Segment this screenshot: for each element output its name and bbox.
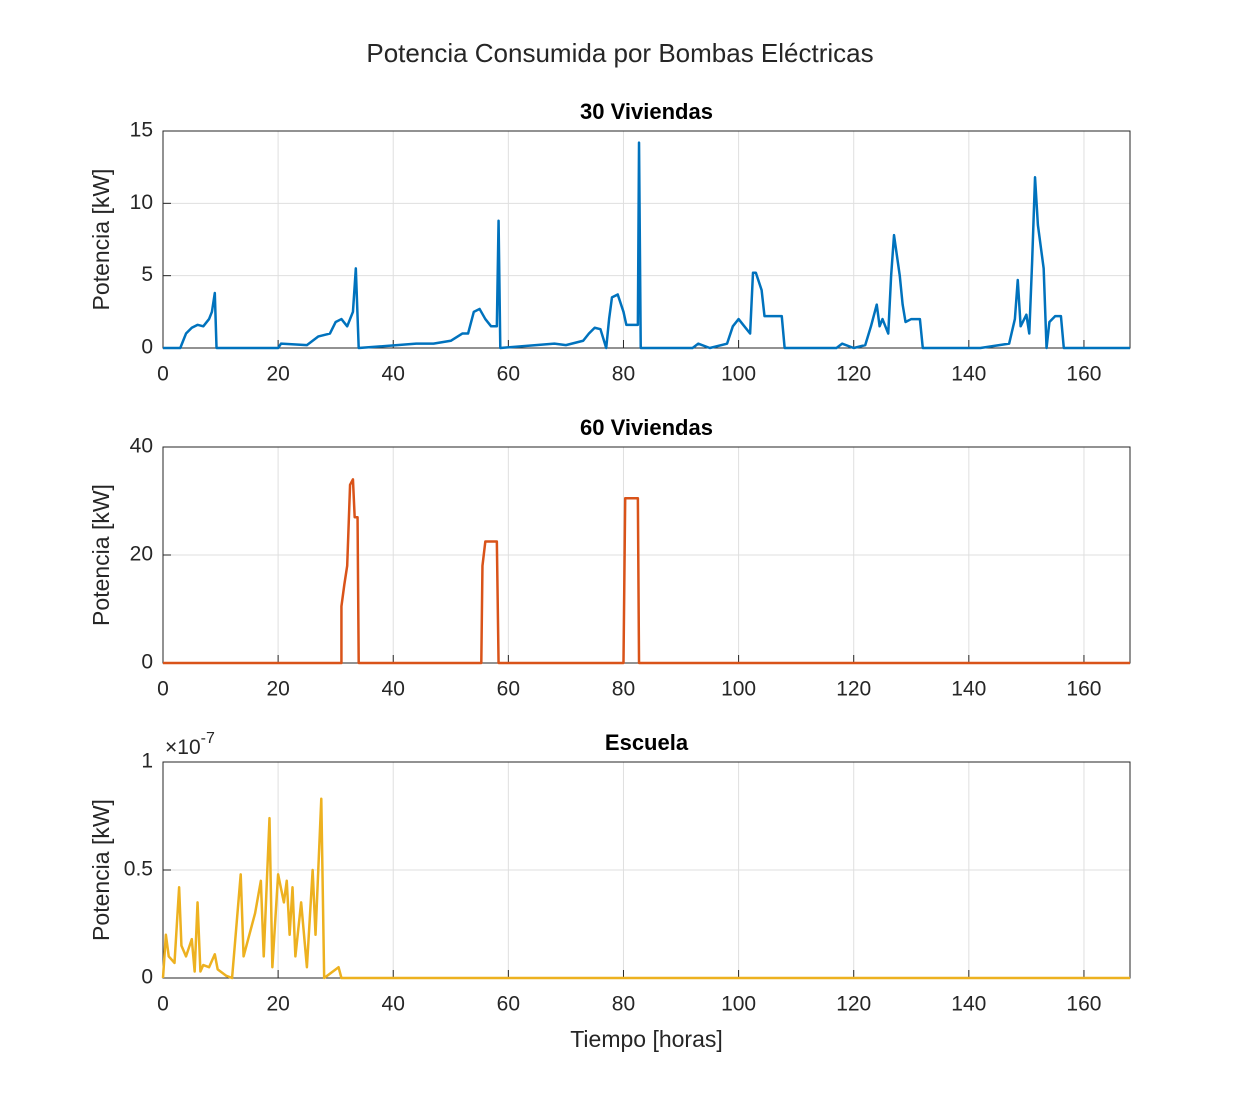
x-tick-label: 100 bbox=[721, 363, 756, 386]
x-axis-label: Tiempo [horas] bbox=[570, 1026, 723, 1052]
plot-area bbox=[163, 131, 1130, 348]
x-tick-label: 60 bbox=[497, 363, 520, 386]
data-line bbox=[163, 478, 1130, 665]
x-tick-label: 40 bbox=[382, 993, 405, 1016]
x-tick-label: 20 bbox=[266, 678, 289, 701]
x-tick-label: 140 bbox=[951, 993, 986, 1016]
x-tick-label: 0 bbox=[157, 993, 169, 1016]
x-tick-label: 40 bbox=[382, 678, 405, 701]
x-tick-label: 140 bbox=[951, 363, 986, 386]
x-tick-label: 0 bbox=[157, 678, 169, 701]
y-tick-label: 0 bbox=[141, 336, 153, 359]
exponent-power: -7 bbox=[201, 730, 215, 747]
y-tick-label: 5 bbox=[141, 263, 153, 286]
x-tick-label: 40 bbox=[382, 363, 405, 386]
y-axis-label: Potencia [kW] bbox=[88, 169, 114, 311]
x-tick-label: 80 bbox=[612, 678, 635, 701]
x-tick-label: 140 bbox=[951, 678, 986, 701]
y-tick-label: 1 bbox=[141, 750, 153, 773]
y-tick-label: 0 bbox=[141, 966, 153, 989]
x-tick-label: 160 bbox=[1066, 363, 1101, 386]
subplot-title: 30 Viviendas bbox=[580, 99, 713, 124]
y-tick-label: 40 bbox=[130, 435, 153, 458]
data-line bbox=[163, 141, 1130, 350]
subplot-title: Escuela bbox=[605, 730, 689, 755]
y-tick-label: 0 bbox=[141, 651, 153, 674]
y-axis-label: Potencia [kW] bbox=[88, 484, 114, 626]
figure-title: Potencia Consumida por Bombas Eléctricas bbox=[366, 38, 873, 68]
data-line bbox=[161, 797, 1130, 980]
y-axis-label: Potencia [kW] bbox=[88, 799, 114, 941]
subplot-title: 60 Viviendas bbox=[580, 415, 713, 440]
x-tick-label: 160 bbox=[1066, 678, 1101, 701]
y-tick-label: 20 bbox=[130, 543, 153, 566]
y-tick-label: 10 bbox=[130, 191, 153, 214]
x-tick-label: 60 bbox=[497, 993, 520, 1016]
exponent-base: ×10 bbox=[165, 736, 201, 759]
axis-exponent: ×10-7 bbox=[165, 730, 215, 758]
x-tick-label: 0 bbox=[157, 363, 169, 386]
x-tick-label: 60 bbox=[497, 678, 520, 701]
x-tick-label: 20 bbox=[266, 993, 289, 1016]
x-tick-label: 100 bbox=[721, 678, 756, 701]
x-tick-label: 160 bbox=[1066, 993, 1101, 1016]
y-tick-label: 0.5 bbox=[124, 858, 153, 881]
x-tick-label: 80 bbox=[612, 363, 635, 386]
x-tick-label: 120 bbox=[836, 678, 871, 701]
x-tick-label: 120 bbox=[836, 363, 871, 386]
x-tick-label: 80 bbox=[612, 993, 635, 1016]
x-tick-label: 20 bbox=[266, 363, 289, 386]
y-tick-label: 15 bbox=[130, 119, 153, 142]
x-tick-label: 120 bbox=[836, 993, 871, 1016]
x-tick-label: 100 bbox=[721, 993, 756, 1016]
